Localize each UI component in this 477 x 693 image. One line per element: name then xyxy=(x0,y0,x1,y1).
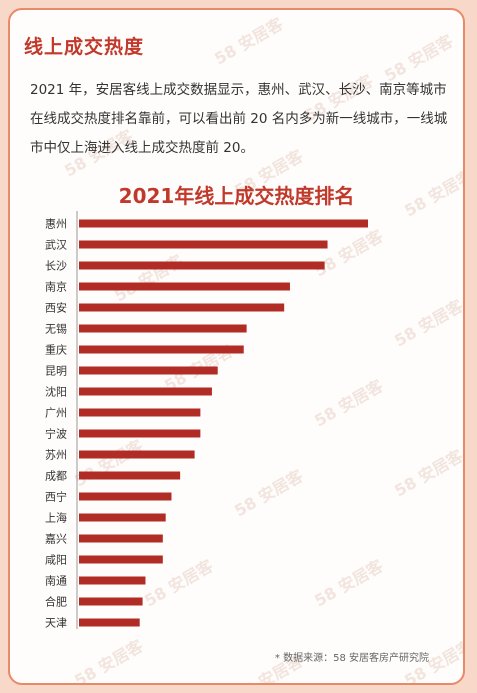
category-label: 西宁 xyxy=(45,490,67,504)
category-label: 重庆 xyxy=(45,343,67,357)
bar xyxy=(79,471,181,480)
bar xyxy=(79,513,166,522)
bar xyxy=(79,240,328,249)
category-label: 昆明 xyxy=(45,365,67,378)
bar xyxy=(79,366,218,375)
category-label: 宁波 xyxy=(45,427,67,441)
bar xyxy=(79,282,290,291)
category-label: 咸阳 xyxy=(45,554,67,567)
bar xyxy=(79,597,143,606)
bar xyxy=(79,345,244,354)
category-label: 广州 xyxy=(45,407,67,420)
category-label: 无锡 xyxy=(45,322,67,336)
bar xyxy=(79,324,247,333)
bar xyxy=(79,534,163,543)
intro-paragraph: 2021 年，安居客线上成交数据显示，惠州、武汉、长沙、南京等城市在线成交热度排… xyxy=(30,82,448,156)
category-label: 嘉兴 xyxy=(45,532,67,546)
bar xyxy=(79,555,163,564)
bar xyxy=(79,303,285,312)
category-label: 西安 xyxy=(45,301,67,315)
data-source-note: * 数据来源：58 安居客房产研究院 xyxy=(274,653,429,664)
category-label: 南京 xyxy=(45,280,67,294)
chart-title: 2021年线上成交热度排名 xyxy=(118,184,355,208)
category-label: 天津 xyxy=(45,617,67,630)
category-label: 长沙 xyxy=(45,260,67,273)
category-label: 合肥 xyxy=(45,595,67,609)
bar xyxy=(79,450,195,459)
category-label: 上海 xyxy=(45,511,67,525)
category-label: 惠州 xyxy=(45,217,67,231)
bar xyxy=(79,618,140,627)
bar xyxy=(79,408,201,417)
section-heading: 线上成交热度 xyxy=(24,36,145,58)
card: 58 安居客 58 安居客 58 安居客 58 安居客 58 安居客 58 安居客 58 安… xyxy=(8,8,465,685)
bar xyxy=(79,261,325,270)
bar xyxy=(79,387,212,396)
bar xyxy=(79,429,201,438)
category-label: 成都 xyxy=(45,470,67,483)
category-label: 武汉 xyxy=(45,239,67,252)
category-label: 苏州 xyxy=(45,449,67,462)
category-label: 南通 xyxy=(45,575,67,588)
category-label: 沈阳 xyxy=(45,385,67,399)
bar xyxy=(79,576,146,585)
bar xyxy=(79,219,368,228)
bar xyxy=(79,492,172,501)
